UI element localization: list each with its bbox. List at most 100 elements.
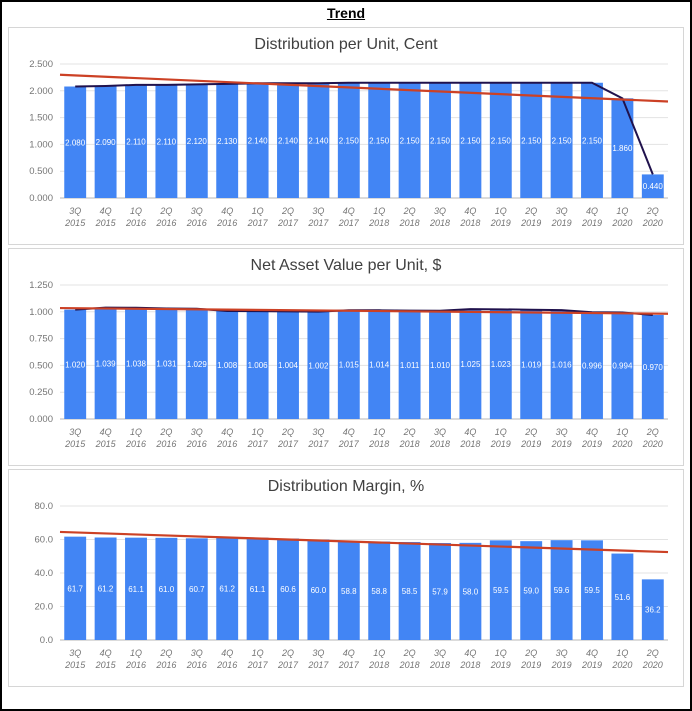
y-axis-tick-label: 80.0 (35, 501, 54, 512)
bar-value-label: 2.110 (157, 137, 177, 146)
x-axis-tick-label: 2Q2016 (155, 648, 176, 670)
y-axis-tick-label: 1.000 (29, 139, 53, 150)
bar-value-label: 2.150 (491, 136, 512, 145)
y-axis-tick-label: 0.000 (29, 414, 53, 425)
bar-value-label: 60.7 (189, 585, 205, 594)
x-axis-tick-label: 2Q2020 (642, 206, 663, 228)
bar-value-label: 61.7 (67, 584, 83, 593)
y-axis-tick-label: 1.000 (29, 307, 53, 318)
chart-title: Distribution per Unit, Cent (9, 28, 683, 56)
bar-value-label: 2.150 (521, 136, 542, 145)
x-axis-tick-label: 4Q2016 (216, 206, 237, 228)
bar-value-label: 2.150 (552, 136, 573, 145)
bar-value-label: 61.2 (219, 585, 235, 594)
x-axis-tick-label: 1Q2018 (368, 206, 389, 228)
x-axis-tick-label: 2Q2019 (520, 206, 541, 228)
x-axis-tick-label: 1Q2017 (247, 648, 269, 670)
y-axis-tick-label: 0.500 (29, 166, 53, 177)
bar-value-label: 59.5 (584, 586, 600, 595)
bar-value-label: 2.110 (126, 137, 146, 146)
bar-value-label: 61.0 (159, 585, 175, 594)
bar-value-label: 61.1 (128, 585, 144, 594)
bar-value-label: 59.0 (523, 587, 539, 596)
bar-value-label: 1.860 (612, 144, 633, 153)
chart-title: Distribution Margin, % (9, 470, 683, 498)
y-axis-tick-label: 0.500 (29, 360, 53, 371)
x-axis-tick-label: 1Q2018 (368, 427, 389, 449)
bar-value-label: 1.006 (248, 361, 269, 370)
y-axis-tick-label: 60.0 (35, 535, 54, 546)
bar-value-label: 1.020 (65, 360, 86, 369)
y-axis-tick-label: 0.000 (29, 193, 53, 204)
x-axis-tick-label: 4Q2019 (581, 427, 602, 449)
distribution-per-unit-chart: 0.0000.5001.0001.5002.0002.5002.0802.090… (10, 56, 682, 244)
bar-value-label: 1.011 (400, 361, 420, 370)
x-axis-tick-label: 4Q2015 (95, 648, 117, 670)
bar-value-label: 1.014 (369, 361, 390, 370)
y-axis-tick-label: 0.0 (40, 635, 53, 646)
bar-value-label: 59.6 (554, 586, 570, 595)
x-axis-tick-label: 2Q2016 (155, 427, 176, 449)
bar-value-label: 0.440 (643, 182, 664, 191)
x-axis-tick-label: 2Q2018 (399, 427, 420, 449)
bar-value-label: 2.150 (460, 136, 481, 145)
bar-value-label: 2.080 (65, 138, 86, 147)
bar-value-label: 51.6 (615, 593, 631, 602)
bar-value-label: 2.150 (430, 136, 451, 145)
x-axis-tick-label: 3Q2017 (307, 648, 329, 670)
page-header: Trend (2, 2, 690, 24)
bar-value-label: 58.5 (402, 587, 418, 596)
x-axis-tick-label: 1Q2017 (247, 206, 269, 228)
chart-panel-nav-per-unit: Net Asset Value per Unit, $ 0.0000.2500.… (8, 248, 684, 466)
bar-value-label: 2.130 (217, 137, 238, 146)
x-axis-tick-label: 3Q2015 (64, 648, 86, 670)
x-axis-tick-label: 4Q2015 (95, 206, 117, 228)
bar-value-label: 1.038 (126, 359, 147, 368)
bar-value-label: 61.2 (98, 585, 114, 594)
bar-value-label: 1.039 (96, 359, 117, 368)
nav-per-unit-chart: 0.0000.2500.5000.7501.0001.2501.0201.039… (10, 277, 682, 465)
bar-value-label: 1.008 (217, 361, 238, 370)
y-axis-tick-label: 1.500 (29, 113, 53, 124)
bar-value-label: 1.015 (339, 361, 360, 370)
x-axis-tick-label: 4Q2015 (95, 427, 117, 449)
x-axis-tick-label: 1Q2017 (247, 427, 269, 449)
x-axis-tick-label: 2Q2018 (399, 648, 420, 670)
x-axis-tick-label: 2Q2019 (520, 427, 541, 449)
x-axis-tick-label: 4Q2017 (338, 427, 360, 449)
x-axis-tick-label: 3Q2018 (429, 648, 450, 670)
bar-value-label: 1.002 (308, 361, 329, 370)
x-axis-tick-label: 4Q2018 (459, 206, 480, 228)
x-axis-tick-label: 4Q2017 (338, 206, 360, 228)
x-axis-tick-label: 4Q2019 (581, 206, 602, 228)
bar-value-label: 1.016 (552, 361, 573, 370)
bar-value-label: 0.996 (582, 362, 603, 371)
trend-line (60, 75, 668, 102)
bar-value-label: 60.0 (311, 586, 327, 595)
bar-value-label: 1.019 (521, 360, 542, 369)
bar-value-label: 59.5 (493, 586, 509, 595)
x-axis-tick-label: 4Q2016 (216, 427, 237, 449)
bar-value-label: 0.970 (643, 363, 664, 372)
y-axis-tick-label: 20.0 (35, 602, 54, 613)
x-axis-tick-label: 3Q2017 (307, 427, 329, 449)
x-axis-tick-label: 1Q2019 (490, 648, 511, 670)
bar-value-label: 58.0 (463, 587, 479, 596)
bar-value-label: 36.2 (645, 606, 661, 615)
bar-value-label: 2.150 (339, 136, 360, 145)
chart-panel-distribution-margin: Distribution Margin, % 0.0 20.0 40.0 60.0 80… (8, 469, 684, 687)
x-axis-tick-label: 3Q2016 (186, 206, 207, 228)
bar-value-label: 58.8 (341, 587, 357, 596)
x-axis-tick-label: 4Q2018 (459, 427, 480, 449)
trend-report-page: Trend Distribution per Unit, Cent 0.000 0… (0, 0, 692, 711)
x-axis-tick-label: 1Q2020 (611, 648, 632, 670)
y-axis-tick-label: 40.0 (35, 568, 54, 579)
x-axis-tick-label: 2Q2020 (642, 648, 663, 670)
x-axis-tick-label: 4Q2017 (338, 648, 360, 670)
chart-panel-distribution-per-unit: Distribution per Unit, Cent 0.000 0.500 1.… (8, 27, 684, 245)
trend-line (60, 532, 668, 552)
bar-value-label: 60.6 (280, 585, 296, 594)
x-axis-tick-label: 1Q2016 (125, 648, 146, 670)
x-axis-tick-label: 3Q2018 (429, 206, 450, 228)
x-axis-tick-label: 3Q2019 (551, 648, 572, 670)
